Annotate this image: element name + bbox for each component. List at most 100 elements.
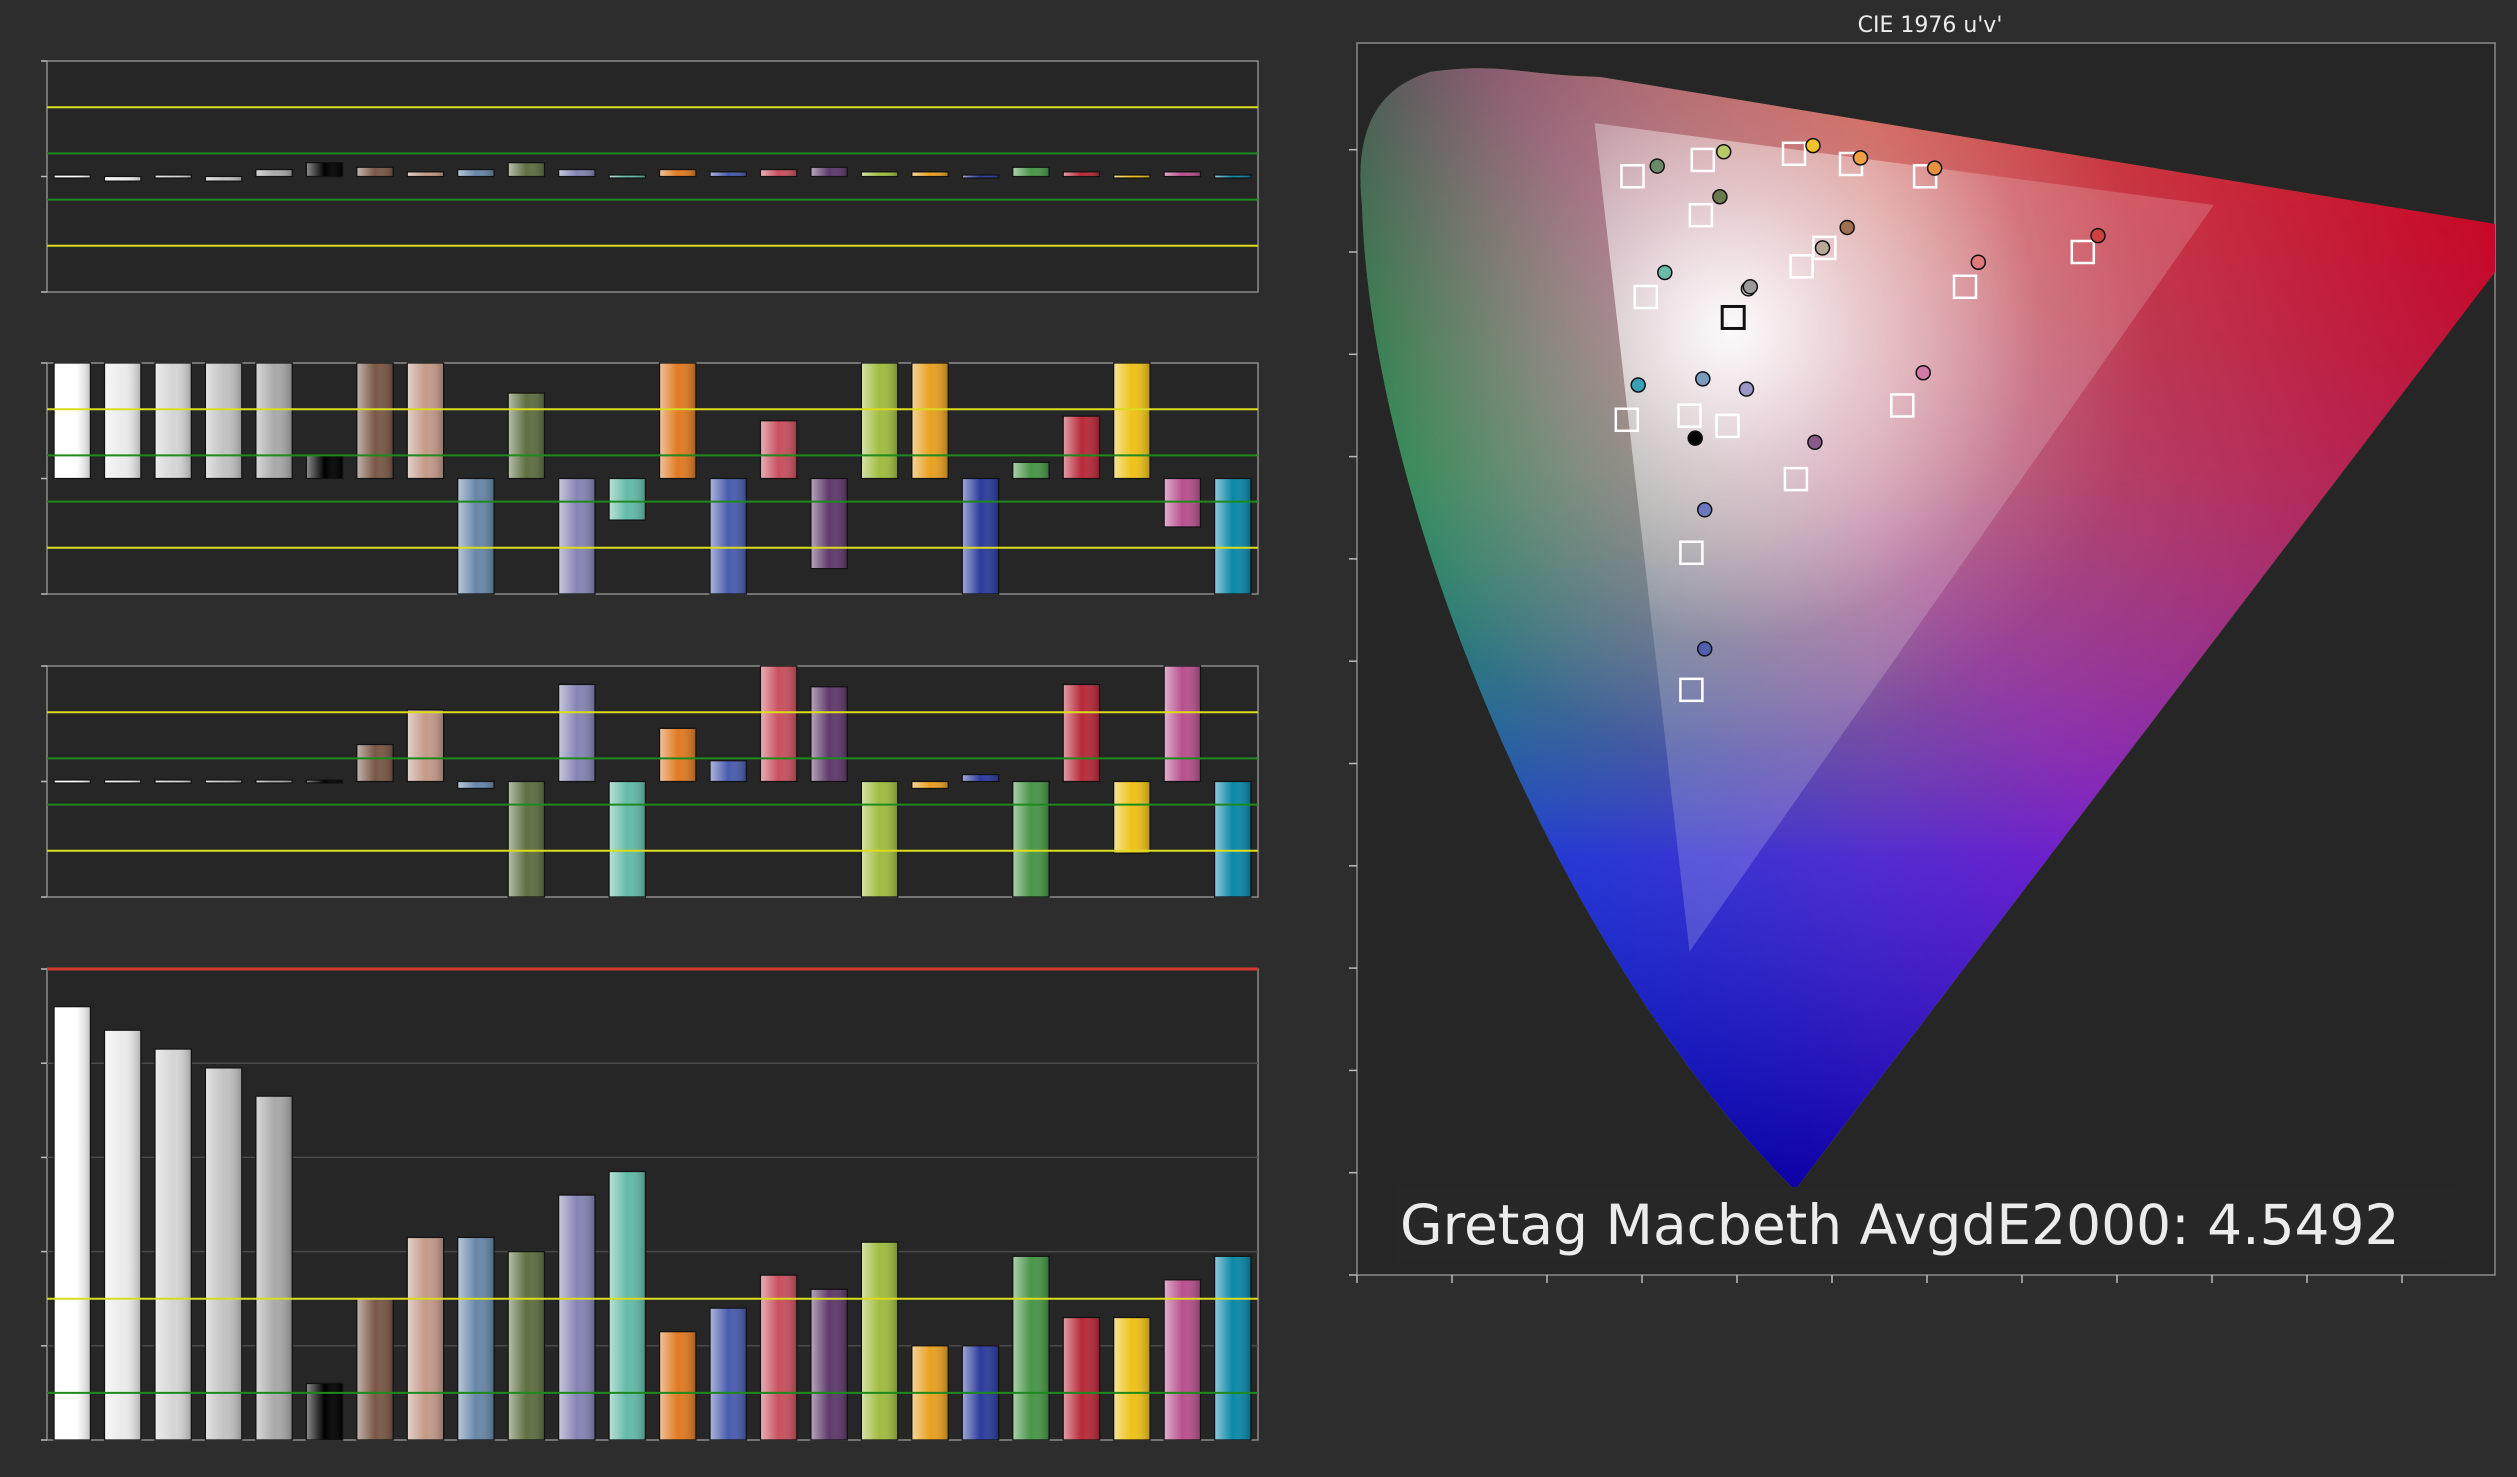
measured-point: [1814, 240, 1831, 256]
bar: [759, 1274, 798, 1441]
bar-shading: [709, 760, 747, 783]
bar: [1113, 174, 1151, 179]
bar: [860, 171, 899, 178]
target-square: [1890, 393, 1915, 418]
bar: [658, 362, 697, 480]
measured-point: [1712, 189, 1728, 205]
bar-shading: [457, 1236, 495, 1441]
bar: [356, 362, 394, 480]
bar-shading: [1214, 1255, 1252, 1441]
bar-shading: [709, 477, 747, 595]
bar: [457, 780, 495, 790]
bar-chart-0: [41, 60, 1259, 293]
bar: [255, 779, 293, 784]
bar: [457, 1236, 495, 1441]
bar-shading: [1163, 477, 1202, 528]
bar-shading: [1214, 174, 1252, 179]
bar: [53, 1006, 91, 1441]
bar-shading: [356, 1298, 394, 1441]
bar: [911, 780, 949, 790]
bar: [709, 1307, 747, 1441]
white-point-target: [1720, 304, 1746, 330]
bar-shading: [406, 171, 445, 178]
measured-point: [1805, 137, 1821, 154]
bar-shading: [911, 780, 949, 790]
bar-shading: [1113, 362, 1151, 480]
bar: [204, 1067, 243, 1441]
bar-shading: [204, 175, 243, 182]
bar-shading: [53, 1006, 91, 1441]
bar-shading: [356, 743, 394, 783]
bar: [406, 171, 445, 178]
bar-shading: [1163, 1279, 1202, 1441]
bar: [1113, 780, 1151, 854]
cie-chart: Gretag Macbeth AvgdE2000: 4.5492 CIE 197…: [1349, 13, 2496, 1283]
bar-shading: [53, 779, 91, 784]
bar: [356, 1298, 394, 1441]
bar-shading: [1214, 477, 1252, 595]
bar-shading: [1012, 1255, 1050, 1441]
bar-shading: [1113, 780, 1151, 854]
bar-shading: [558, 1194, 596, 1441]
cie-axes: [1349, 148, 2403, 1283]
bar-shading: [1062, 1316, 1101, 1441]
plot-area: [46, 968, 1259, 1441]
bar-shading: [1163, 665, 1202, 783]
bar-shading: [1113, 174, 1151, 179]
bar: [658, 1331, 697, 1441]
bar: [255, 1095, 293, 1441]
bar: [810, 477, 848, 570]
bar: [103, 1029, 142, 1441]
bar-shading: [1062, 415, 1101, 480]
bar-shading: [961, 773, 1000, 783]
bar: [103, 175, 142, 182]
bar-shading: [810, 686, 848, 783]
target-square: [1679, 677, 1704, 703]
bar-shading: [658, 168, 697, 178]
bar: [759, 665, 798, 783]
bar-shading: [658, 1331, 697, 1441]
target-square: [1677, 403, 1702, 428]
bar: [103, 362, 142, 480]
bar: [1012, 780, 1050, 898]
bar: [1163, 171, 1202, 178]
bar: [1214, 780, 1252, 898]
bar-shading: [204, 779, 243, 784]
bar-shading: [558, 683, 596, 783]
bar: [810, 166, 848, 178]
bar-shading: [759, 420, 798, 480]
bar-shading: [911, 171, 949, 178]
avg-de-annotation: Gretag Macbeth AvgdE2000: 4.5492: [1400, 1193, 2400, 1257]
bar: [709, 760, 747, 783]
bar: [608, 1170, 647, 1441]
bar: [658, 727, 697, 783]
target-square: [1620, 164, 1645, 189]
bar: [1214, 477, 1252, 595]
bar-shading: [507, 392, 546, 480]
bar-shading: [709, 1307, 747, 1441]
bar-shading: [860, 362, 899, 480]
target-square: [1781, 141, 1807, 167]
bar-shading: [103, 779, 142, 784]
bar-shading: [53, 174, 91, 179]
bar-shading: [154, 1048, 192, 1441]
bar: [608, 174, 647, 179]
gamut-glow: [1594, 123, 2214, 952]
bar-shading: [406, 1236, 445, 1441]
target-square: [1789, 254, 1814, 279]
bar-shading: [608, 477, 647, 521]
target-square: [1690, 147, 1716, 173]
gamut-triangle: [1594, 123, 2214, 952]
plot-area: [46, 665, 1259, 898]
bar: [255, 168, 293, 178]
bar-chart-1: [41, 362, 1259, 595]
bar-shading: [759, 665, 798, 783]
measured-point: [1695, 371, 1711, 387]
bar-shading: [406, 709, 445, 783]
bar: [961, 477, 1000, 595]
bar: [759, 420, 798, 480]
bar: [558, 1194, 596, 1441]
bar-shading: [507, 780, 546, 898]
bar-shading: [457, 168, 495, 178]
